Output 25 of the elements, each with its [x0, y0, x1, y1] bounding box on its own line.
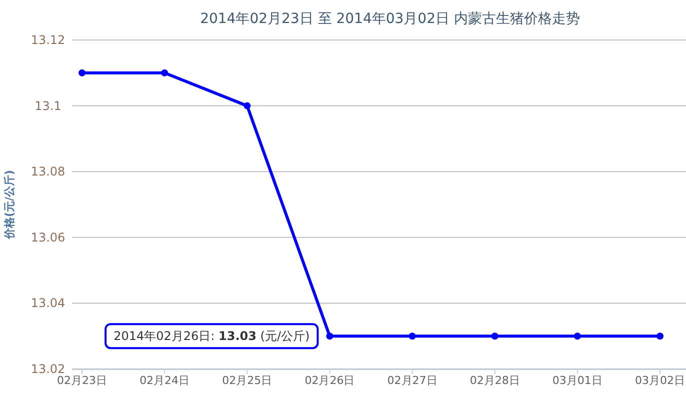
y-tick-label: 13.06	[30, 230, 66, 244]
x-tick-label: 02月27日	[387, 374, 438, 387]
point	[408, 332, 416, 340]
x-tick-label: 02月24日	[140, 374, 190, 387]
y-tick-label: 13.12	[30, 33, 66, 47]
x-tick-label: 03月01日	[552, 374, 602, 387]
x-tick-label: 02月28日	[470, 374, 520, 387]
point	[491, 332, 498, 340]
y-tick-label: 13.1	[34, 98, 62, 113]
y-tick-label: 13.04	[30, 296, 66, 310]
chart-title: 2014年02月23日 至 2014年03月02日 内蒙古生猪价格走势	[200, 11, 580, 27]
point	[78, 69, 86, 76]
x-tick-label: 02月26日	[304, 374, 355, 387]
x-tick-label: 03月02日	[635, 374, 685, 387]
point	[656, 332, 664, 340]
x-tick-label: 02月25日	[222, 374, 272, 387]
annotation: 2014年02月26日: 13.03 (元/公斤)	[114, 329, 310, 344]
point	[244, 102, 251, 110]
y-tick-label: 13.08	[30, 164, 66, 179]
x-tick-label: 02月23日	[57, 374, 107, 387]
y-tick-label: 13.02	[30, 362, 66, 376]
y-axis-title: 价格(元/公斤)	[3, 170, 16, 240]
point	[161, 69, 168, 76]
point	[574, 332, 581, 340]
point	[326, 332, 334, 340]
